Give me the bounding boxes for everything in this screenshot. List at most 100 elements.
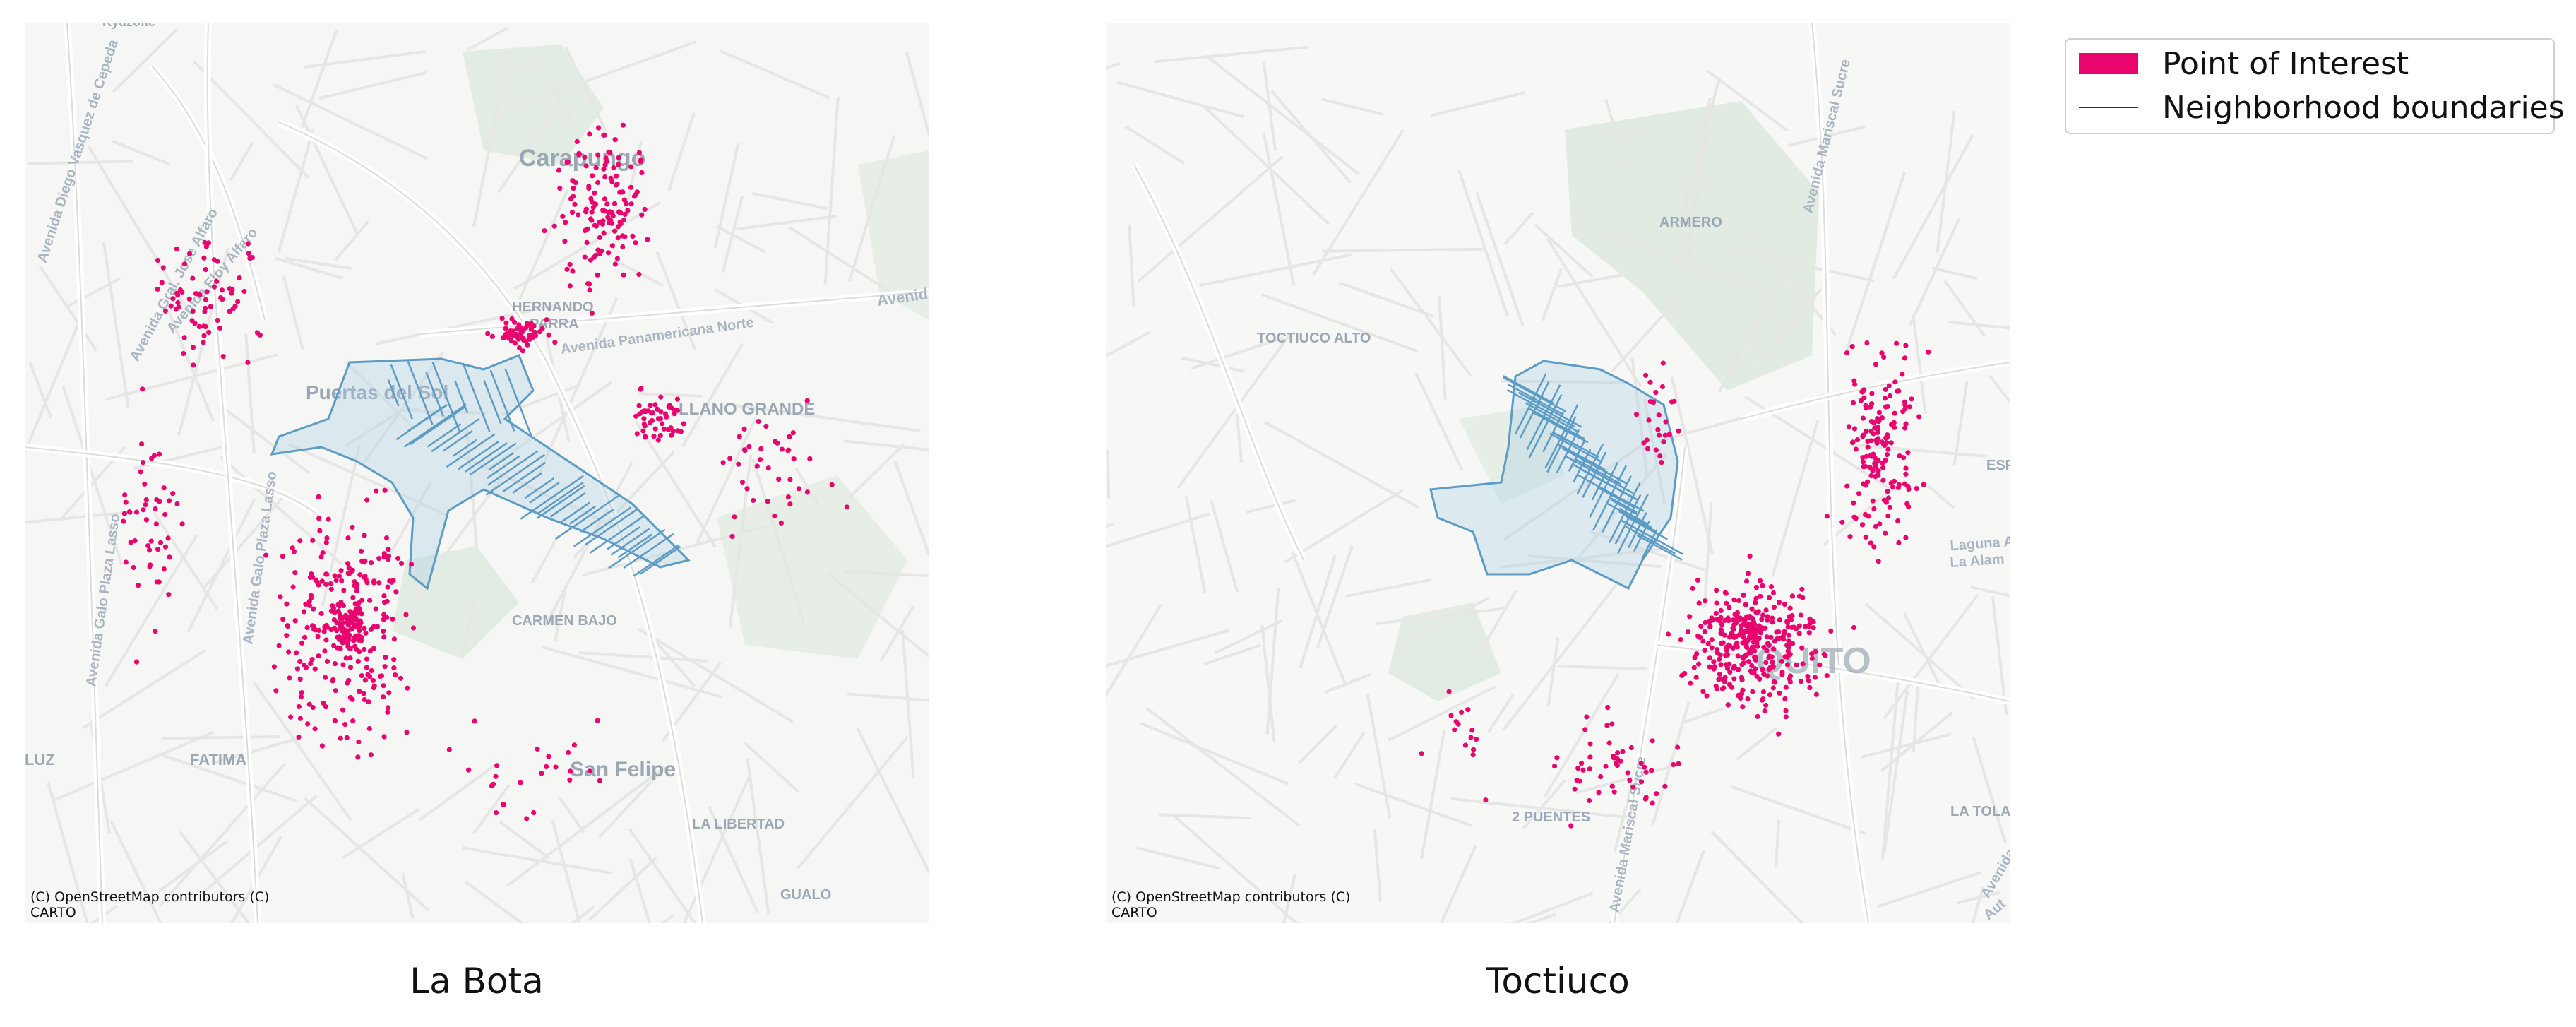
poi-point	[1650, 738, 1655, 744]
street	[1474, 589, 1517, 661]
poi-point	[1764, 634, 1770, 640]
poi-point	[595, 179, 601, 186]
poi-point	[1817, 662, 1823, 667]
poi-point	[347, 694, 353, 701]
poi-point	[737, 434, 742, 439]
poi-point	[179, 521, 185, 527]
poi-point	[1885, 446, 1891, 452]
neighborhood-street	[1576, 443, 1604, 495]
poi-point	[359, 598, 365, 603]
poi-point	[1850, 400, 1856, 405]
poi-point	[177, 287, 184, 293]
poi-point	[1782, 601, 1787, 607]
poi-point	[584, 239, 590, 245]
legend: Point of Interest Neighborhood boundarie…	[2065, 38, 2565, 134]
poi-point	[591, 254, 597, 260]
street	[1263, 420, 1420, 509]
street	[109, 819, 162, 923]
poi-point	[155, 547, 161, 552]
poi-point	[587, 287, 592, 293]
poi-point	[518, 780, 523, 785]
street	[67, 277, 121, 307]
poi-point	[148, 538, 154, 544]
poi-point	[219, 287, 225, 293]
poi-point	[574, 138, 580, 144]
poi-point	[1807, 684, 1813, 691]
poi-point	[1722, 590, 1728, 595]
street	[1116, 81, 1244, 119]
map-toctiuco: TOCTIUCO ALTO ARMERO QUITO 2 PUENTES LA …	[1106, 23, 2010, 923]
poi-point	[1779, 658, 1785, 664]
poi-point	[670, 428, 676, 434]
poi-point	[151, 453, 157, 458]
poi-point	[1656, 432, 1662, 438]
poi-point	[606, 250, 612, 256]
poi-point	[376, 580, 382, 586]
panel-title: La Bota	[410, 961, 544, 1002]
poi-point	[362, 558, 368, 564]
poi-point	[583, 163, 589, 169]
street	[1952, 381, 1969, 466]
poi-point	[323, 622, 329, 629]
neighborhood-street	[504, 368, 532, 437]
poi-point	[357, 628, 362, 634]
street	[202, 494, 286, 590]
street	[901, 629, 915, 779]
poi-point	[359, 634, 364, 640]
street	[638, 627, 794, 723]
poi-point	[121, 511, 127, 516]
poi-point	[525, 342, 530, 348]
street	[161, 735, 280, 740]
neighborhood-street	[1633, 521, 1650, 552]
street	[843, 570, 929, 577]
place-label: LA LIBERTAD	[692, 817, 785, 832]
poi-point	[516, 345, 523, 351]
poi-point	[1740, 704, 1746, 710]
poi-point	[393, 589, 399, 595]
poi-point	[386, 547, 391, 552]
poi-point	[338, 568, 344, 574]
street	[38, 265, 98, 352]
poi-point	[614, 182, 619, 188]
poi-point	[655, 437, 661, 443]
map-panel-la-bota[interactable]: Carapungo HERNANDO PARRA Puertas del Sol…	[25, 23, 929, 923]
poi-point	[602, 196, 608, 202]
map-panel-toctiuco[interactable]: TOCTIUCO ALTO ARMERO QUITO 2 PUENTES LA …	[1106, 23, 2010, 923]
poi-point	[284, 601, 290, 607]
poi-point	[638, 157, 644, 162]
street	[1589, 131, 1648, 137]
poi-point	[1863, 403, 1868, 408]
poi-point	[196, 323, 202, 329]
poi-point	[173, 307, 179, 312]
street	[53, 730, 215, 802]
poi-point	[345, 629, 350, 635]
poi-point	[1770, 664, 1776, 670]
major-road-edge	[419, 291, 929, 335]
poi-point	[323, 637, 329, 643]
poi-point	[485, 331, 491, 336]
poi-point	[181, 351, 186, 357]
poi-point	[170, 296, 176, 302]
street	[28, 160, 133, 165]
street	[558, 796, 585, 833]
poi-point	[1704, 693, 1710, 699]
poi-point	[1742, 618, 1748, 624]
poi-point	[1740, 622, 1746, 628]
poi-point	[355, 754, 361, 760]
poi-point	[1709, 637, 1715, 643]
street	[1106, 512, 1211, 548]
street	[1534, 224, 1594, 278]
neighborhood-street	[561, 501, 590, 523]
street	[743, 742, 799, 793]
street	[1543, 672, 1620, 798]
street	[1475, 192, 1525, 327]
poi-point	[1896, 540, 1902, 546]
poi-point	[136, 583, 141, 588]
poi-point	[1916, 414, 1922, 420]
street	[1106, 629, 1229, 667]
poi-point	[316, 653, 321, 659]
poi-point	[323, 571, 329, 577]
poi-point	[1752, 655, 1758, 660]
poi-point	[1800, 595, 1806, 600]
street	[1139, 721, 1289, 785]
